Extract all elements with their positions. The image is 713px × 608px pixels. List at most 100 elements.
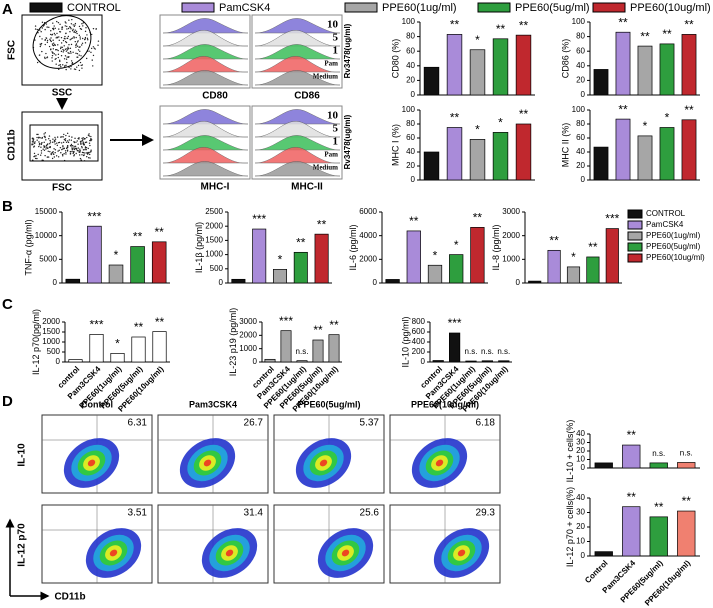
dot xyxy=(44,136,46,139)
significance: ** xyxy=(588,240,598,254)
dot xyxy=(54,138,57,140)
y-tick-label: 0 xyxy=(516,278,521,287)
bar xyxy=(68,359,83,363)
significance: * xyxy=(115,337,120,351)
dot xyxy=(78,69,81,72)
histogram xyxy=(254,30,341,47)
bar xyxy=(152,331,167,363)
bar xyxy=(498,360,510,363)
dot xyxy=(81,145,83,148)
y-tick-label: 800 xyxy=(412,317,426,326)
dose-label: 1 xyxy=(333,45,339,57)
bar xyxy=(528,280,542,284)
dot xyxy=(33,146,35,148)
legend-swatch xyxy=(181,2,215,13)
dot xyxy=(89,139,91,142)
legend-label: PPE60(10ug/ml) xyxy=(646,253,705,262)
dot xyxy=(83,38,86,41)
bar xyxy=(446,34,463,96)
dot xyxy=(50,49,52,51)
axis-label: CD11b xyxy=(7,129,18,160)
dot xyxy=(75,148,78,150)
dot xyxy=(64,40,67,43)
y-tick-label: 100 xyxy=(572,105,586,114)
dot xyxy=(47,150,49,152)
dot xyxy=(53,148,55,150)
dot xyxy=(76,45,79,47)
dot xyxy=(52,138,54,140)
bar xyxy=(515,123,532,181)
scatter-plot xyxy=(21,111,103,181)
bar xyxy=(110,353,125,363)
bar xyxy=(605,228,619,284)
dot xyxy=(74,24,76,26)
y-tick-label: 1500 xyxy=(42,327,60,336)
dot xyxy=(80,64,82,67)
significance: * xyxy=(665,111,670,125)
dot xyxy=(40,42,43,45)
dot xyxy=(69,31,71,33)
y-tick-label: 0 xyxy=(581,90,586,99)
dot xyxy=(56,136,59,138)
dot xyxy=(66,47,68,50)
dot xyxy=(55,54,57,56)
dot xyxy=(36,136,38,139)
y-tick-label: 0 xyxy=(53,278,58,287)
bar xyxy=(280,330,292,363)
dot xyxy=(50,30,52,32)
bar xyxy=(264,358,276,363)
dot xyxy=(43,145,46,148)
dot xyxy=(54,140,56,142)
dot xyxy=(32,138,35,140)
dot xyxy=(64,139,67,142)
dot xyxy=(63,65,66,67)
dot xyxy=(39,137,41,139)
dot xyxy=(65,58,68,60)
histogram xyxy=(254,147,341,164)
dot xyxy=(84,137,86,140)
dot xyxy=(49,39,52,42)
dot xyxy=(82,138,84,141)
dot xyxy=(37,133,39,136)
dot xyxy=(67,141,70,144)
significance: ** xyxy=(618,102,628,116)
dot xyxy=(72,51,74,54)
dot xyxy=(70,38,73,40)
dot xyxy=(66,140,69,142)
dot xyxy=(88,153,91,156)
y-tick-label: 100 xyxy=(572,17,586,26)
dot xyxy=(79,157,82,160)
y-tick-label: 10 xyxy=(576,455,585,464)
dot xyxy=(70,23,73,25)
dot xyxy=(73,147,75,149)
percent-label: 29.3 xyxy=(476,508,496,519)
axis-label: MHC-I xyxy=(201,182,230,193)
dot xyxy=(92,27,95,30)
legend-swatch xyxy=(29,2,63,13)
dot xyxy=(62,64,64,66)
dot xyxy=(33,152,36,155)
significance: * xyxy=(433,248,438,262)
bar xyxy=(481,360,493,363)
y-tick-label: 2500 xyxy=(205,207,223,216)
dose-label: 1 xyxy=(333,136,339,148)
dot xyxy=(70,28,72,30)
dot xyxy=(72,24,74,26)
y-tick-label: 0 xyxy=(253,357,258,366)
dot xyxy=(86,153,89,155)
dot xyxy=(74,40,76,43)
panel-letter: D xyxy=(2,393,13,410)
y-tick-label: 40 xyxy=(576,147,585,156)
dot xyxy=(69,38,71,41)
dot xyxy=(54,151,56,154)
bar xyxy=(449,332,461,363)
histogram xyxy=(254,121,341,138)
y-tick-label: 1000 xyxy=(205,250,223,259)
dot xyxy=(55,37,57,39)
bar xyxy=(423,151,440,181)
y-tick-label: 0 xyxy=(373,278,378,287)
dot xyxy=(49,143,51,145)
y-tick-label: 15000 xyxy=(35,207,58,216)
dot xyxy=(93,47,96,49)
bar xyxy=(594,462,613,469)
